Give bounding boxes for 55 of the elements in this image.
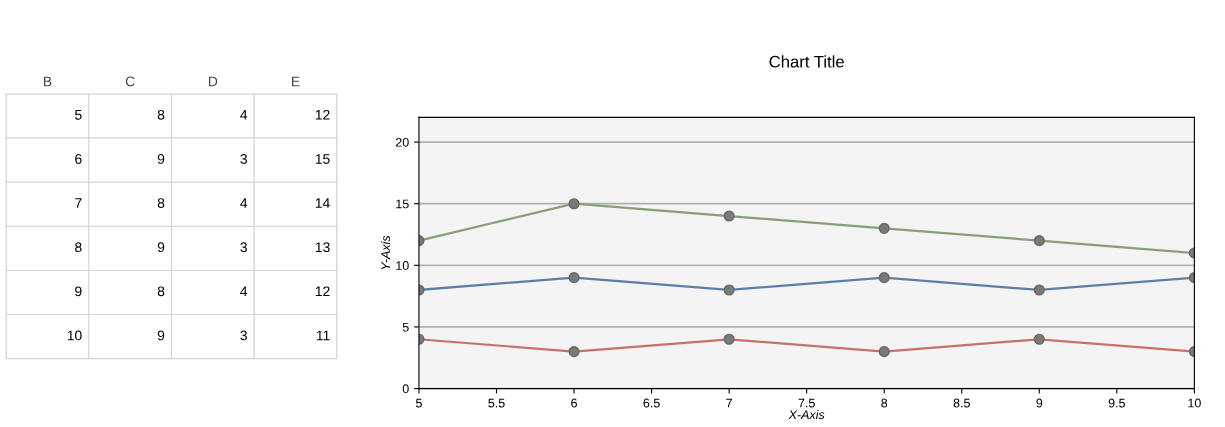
y-tick-label: 0 — [402, 384, 409, 394]
data-label: 9 — [157, 330, 165, 341]
point — [568, 272, 580, 284]
x-tick-label: 9.5 — [1108, 398, 1125, 408]
x-tick-label: 6 — [571, 398, 577, 408]
x-tick-label: 9 — [1036, 398, 1043, 408]
data-label: 13 — [315, 242, 330, 253]
data-label: 12 — [315, 286, 330, 297]
x-tick-label: 5.5 — [488, 398, 505, 408]
y-tick-label: 20 — [395, 137, 409, 147]
data-label: 8 — [157, 198, 165, 208]
data-label: 15 — [315, 154, 330, 164]
chart-title: Chart Title — [769, 55, 844, 68]
data-label: 4 — [240, 286, 248, 297]
data-label: 4 — [240, 110, 248, 120]
data-label: 9 — [157, 154, 165, 164]
point — [878, 222, 890, 234]
x-tick-label: E — [292, 76, 300, 87]
x-tick-label: 6.5 — [643, 398, 660, 408]
x-tick-label: C — [125, 76, 135, 87]
data-label: 8 — [157, 109, 165, 120]
point — [723, 210, 735, 222]
x-tick-label: 8.5 — [953, 398, 970, 408]
data-label: 9 — [75, 286, 82, 297]
data-label: 10 — [67, 330, 82, 341]
y-tick-label: 10 — [396, 261, 409, 270]
data-label: 5 — [75, 110, 82, 120]
x-tick-label: B — [43, 76, 52, 87]
x-tick-label: 7 — [726, 398, 732, 408]
y-tick-label: 5 — [402, 322, 409, 332]
data-label: 3 — [240, 330, 247, 341]
data-label: 8 — [75, 242, 82, 253]
x-tick-label: D — [208, 76, 218, 87]
y-tick-label: 15 — [396, 199, 409, 209]
data-label: 7 — [75, 198, 82, 208]
data-label: 12 — [315, 109, 330, 120]
point — [568, 198, 580, 210]
x-tick-label: 7.5 — [798, 398, 815, 408]
point — [723, 284, 735, 296]
point — [878, 272, 890, 284]
data-label: 9 — [157, 242, 165, 253]
point — [1033, 235, 1045, 247]
point — [1033, 284, 1045, 296]
data-label: 8 — [157, 286, 165, 297]
x-tick-label: 10 — [1188, 398, 1201, 408]
data-label: 6 — [75, 154, 82, 164]
data-label: 3 — [240, 154, 247, 164]
x-tick-label: 5 — [415, 398, 422, 408]
x-tick-label: 8 — [881, 398, 888, 408]
data-label: 4 — [240, 198, 248, 208]
x-axis-title: X-Axis — [788, 409, 825, 420]
y-axis-title: Y-Axis — [380, 235, 391, 270]
data-label: 3 — [240, 242, 247, 253]
data-label: 14 — [315, 198, 330, 208]
data-label: 11 — [316, 330, 330, 341]
